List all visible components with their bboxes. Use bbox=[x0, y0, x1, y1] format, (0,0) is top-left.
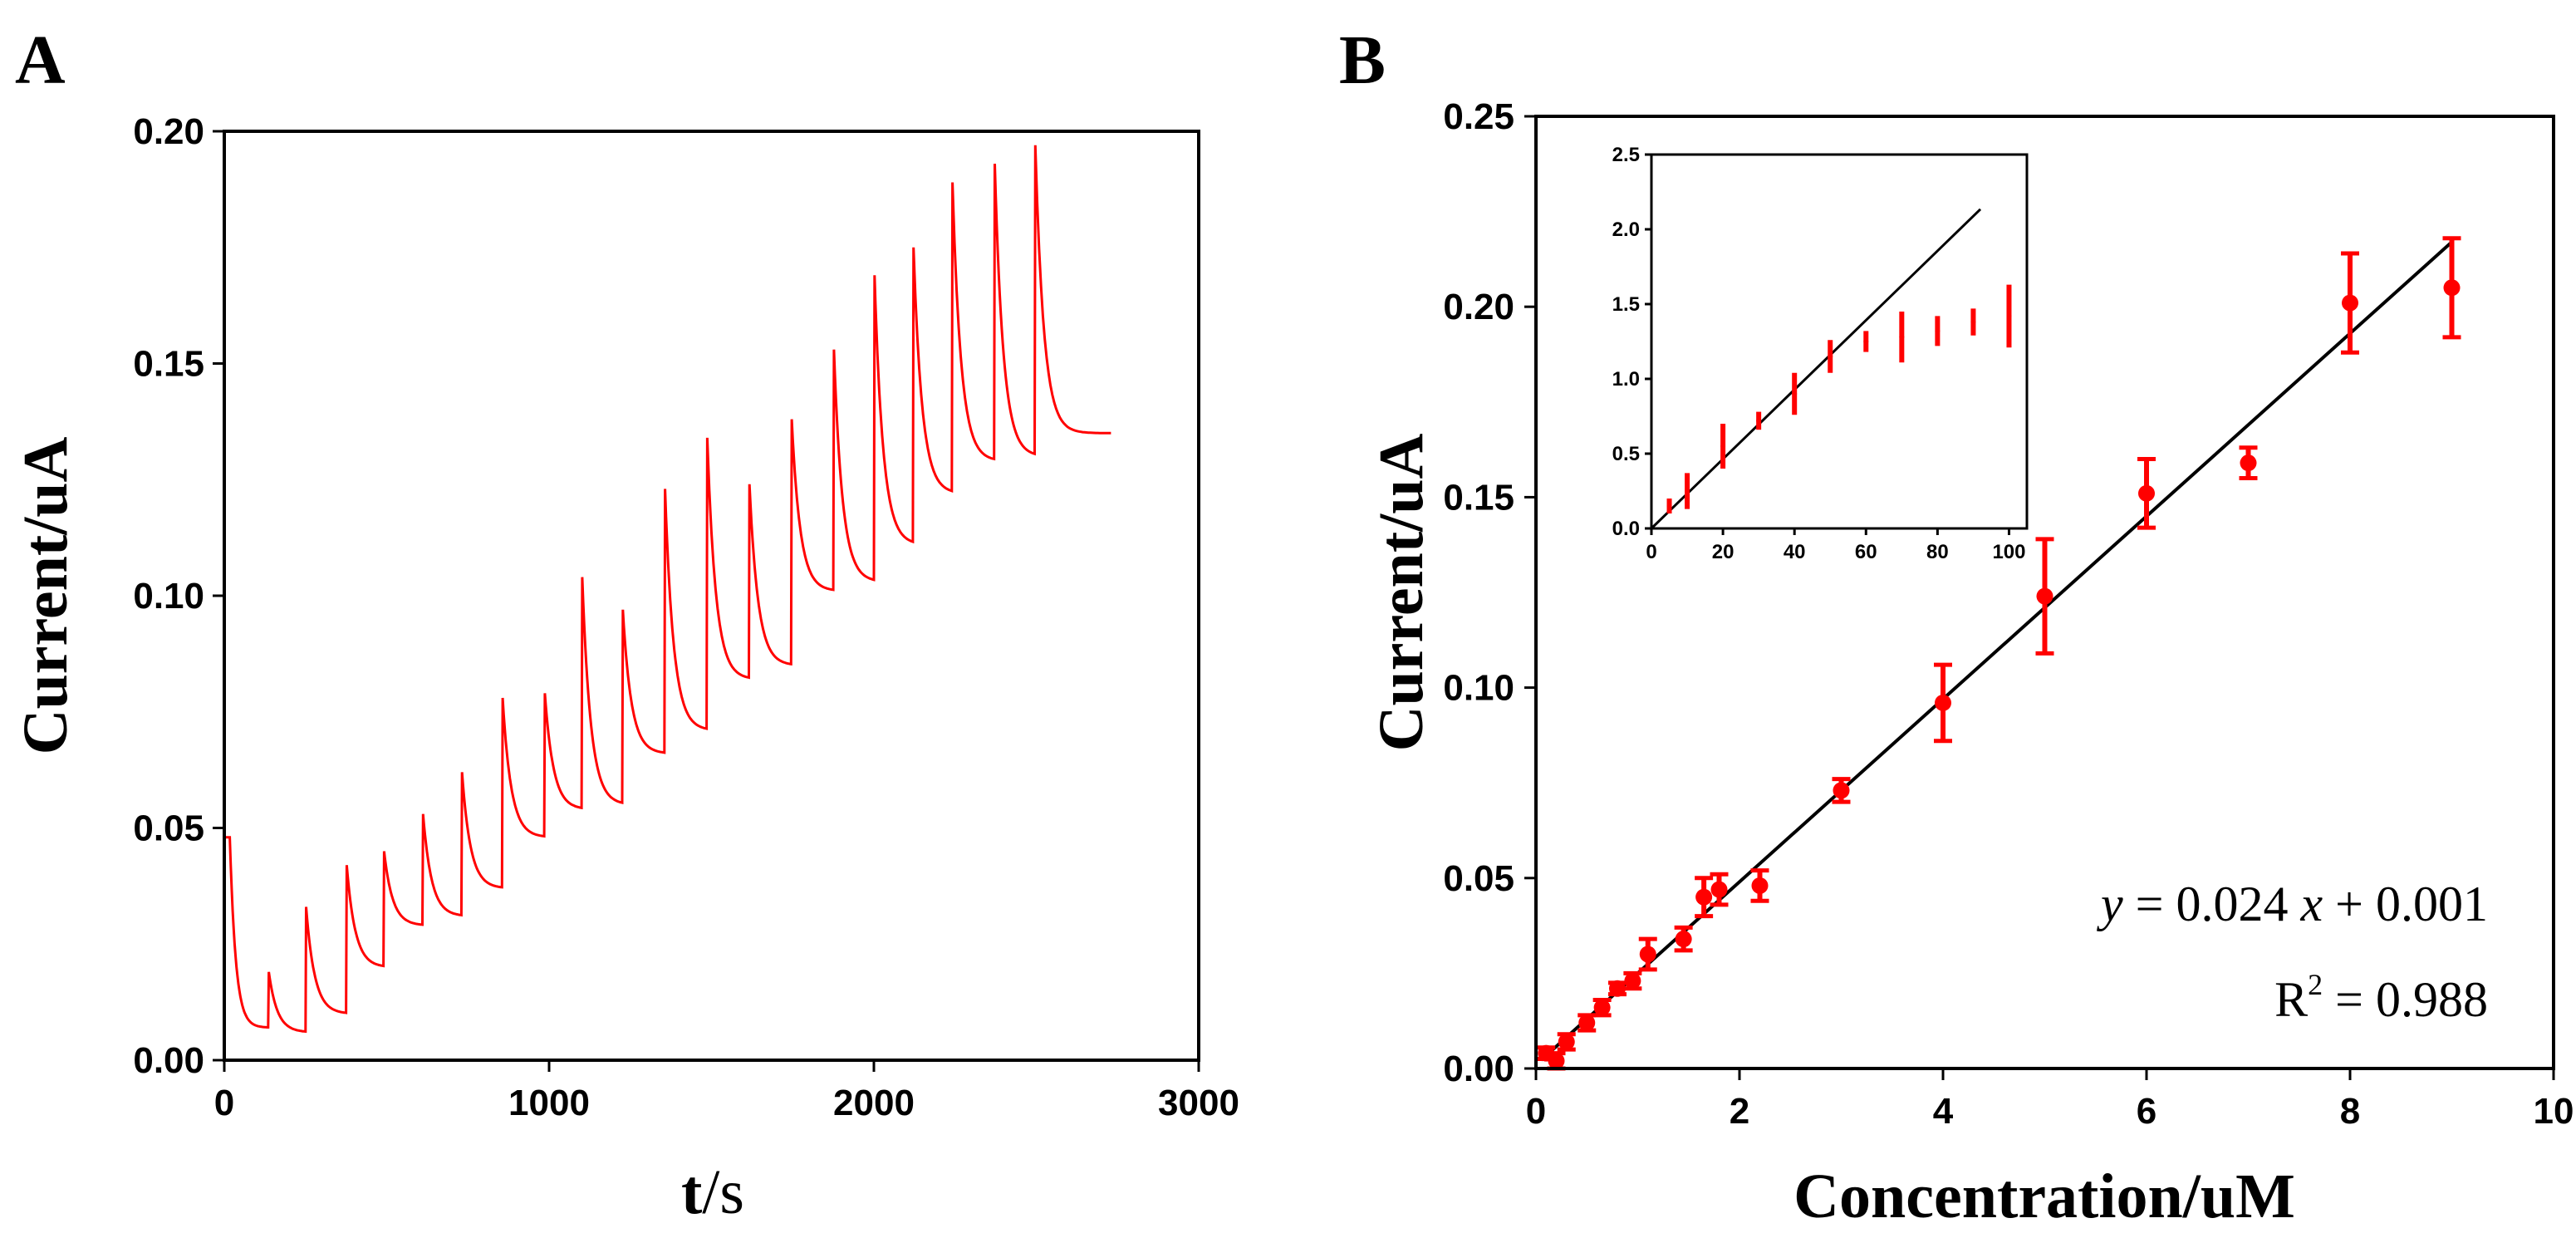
panel-a-y-ticks: 0.00 0.05 0.10 0.15 0.20 bbox=[133, 111, 224, 1081]
panel-b-label: B bbox=[1339, 22, 1386, 99]
panel-a-plot-frame bbox=[223, 130, 1200, 1062]
panel-b-plot-frame bbox=[1534, 115, 2555, 1070]
panel-b-data-point bbox=[2138, 484, 2155, 502]
panel-a-y-tick-label: 0.15 bbox=[133, 344, 204, 385]
panel-b-data-points bbox=[1537, 236, 2461, 1071]
panel-b-data-point bbox=[1710, 881, 1728, 898]
panel-b-y-tick-label: 0.10 bbox=[1443, 668, 1514, 709]
panel-b-data-point bbox=[1935, 694, 1951, 711]
panel-b-data-point bbox=[1548, 1052, 1565, 1069]
eq-y-var: y bbox=[2096, 877, 2123, 931]
panel-a-x-axis-unit: /s bbox=[702, 1157, 744, 1227]
panel-a-current-trace bbox=[224, 145, 1111, 1034]
panel-b-y-tick-label: 0.05 bbox=[1443, 858, 1514, 899]
inset-x-tick-label: 80 bbox=[1926, 541, 1949, 563]
panel-b-data-point bbox=[1639, 946, 1656, 963]
inset-y-ticks: 0.0 0.5 1.0 1.5 2.0 2.5 bbox=[1612, 144, 1651, 540]
inset-x-tick-label: 40 bbox=[1784, 541, 1806, 563]
eq-x-var: x bbox=[2300, 877, 2323, 931]
inset-y-tick-label: 1.0 bbox=[1612, 368, 1640, 391]
panel-a-x-tick-label: 1000 bbox=[508, 1083, 590, 1123]
panel-b-x-tick-label: 8 bbox=[2340, 1091, 2360, 1132]
panel-b-y-tick-label: 0.15 bbox=[1443, 477, 1514, 518]
inset-data-points bbox=[1666, 284, 2012, 513]
inset-data-point bbox=[1792, 391, 1798, 396]
inset-y-tick-label: 0.0 bbox=[1612, 518, 1640, 540]
panel-b-data-point bbox=[2240, 454, 2257, 472]
inset-y-tick-label: 2.5 bbox=[1612, 144, 1640, 166]
inset-plot-frame bbox=[1650, 153, 2029, 530]
inset-x-tick-label: 20 bbox=[1712, 541, 1735, 563]
inset-data-point bbox=[1685, 489, 1690, 494]
r-exponent: 2 bbox=[2308, 968, 2323, 1001]
panel-b-y-tick-label: 0.20 bbox=[1443, 287, 1514, 327]
inset-x-tick-label: 0 bbox=[1646, 541, 1656, 563]
panel-a-x-tick-label: 3000 bbox=[1158, 1083, 1239, 1123]
inset-data-point bbox=[1935, 328, 1941, 334]
inset-data-point bbox=[1970, 319, 1976, 325]
panel-b-data-point bbox=[1833, 782, 1850, 799]
panel-a-x-tick-label: 0 bbox=[214, 1083, 234, 1123]
panel-a: A 0 1000 2000 3000 0.00 0.05 0.10 0.15 0.20 Cur… bbox=[11, 22, 1239, 1227]
inset-data-point bbox=[1863, 339, 1869, 344]
inset-x-tick-label: 100 bbox=[1992, 541, 2025, 563]
panel-b-data-point bbox=[2342, 294, 2358, 312]
panel-a-x-axis-label: t/s bbox=[681, 1157, 744, 1227]
inset-x-tick-label: 60 bbox=[1855, 541, 1877, 563]
panel-b-x-ticks: 0 2 4 6 8 10 bbox=[1526, 1068, 2574, 1132]
panel-b-data-point bbox=[2036, 587, 2053, 605]
panel-b-x-tick-label: 10 bbox=[2534, 1091, 2574, 1132]
panel-a-x-tick-label: 2000 bbox=[833, 1083, 915, 1123]
inset-data-point bbox=[1756, 418, 1762, 424]
panel-a-y-tick-label: 0.20 bbox=[133, 111, 204, 152]
panel-b-data-point bbox=[2443, 279, 2461, 297]
inset-data-point bbox=[1666, 504, 1672, 508]
panel-a-y-axis-label: Current/uA bbox=[11, 436, 81, 754]
inset-x-ticks: 0 20 40 60 80 100 bbox=[1646, 528, 2025, 563]
panel-b-data-point bbox=[1578, 1014, 1596, 1031]
eq-slope: = 0.024 bbox=[2123, 877, 2301, 931]
inset-chart: 0 20 40 60 80 100 0.0 0.5 1.0 1.5 2.0 2.5 bbox=[1612, 144, 2029, 563]
panel-a-y-tick-label: 0.05 bbox=[133, 808, 204, 849]
panel-b-x-tick-label: 0 bbox=[1526, 1091, 1546, 1132]
panel-a-y-tick-label: 0.00 bbox=[133, 1040, 204, 1081]
panel-b-data-point bbox=[1695, 888, 1713, 906]
inset-y-tick-label: 0.5 bbox=[1612, 443, 1640, 465]
panel-b-data-point bbox=[1751, 877, 1769, 894]
inset-data-point bbox=[1720, 444, 1726, 449]
r-value: = 0.988 bbox=[2323, 972, 2488, 1027]
panel-b-y-axis-label: Current/uA bbox=[1367, 433, 1436, 751]
panel-a-x-axis-var: t bbox=[681, 1157, 702, 1227]
panel-b: B 0 2 4 6 8 10 0.000.050.100.150.200.25 Curre… bbox=[1339, 22, 2574, 1231]
panel-b-y-tick-label: 0.25 bbox=[1443, 96, 1514, 137]
panel-b-x-tick-label: 4 bbox=[1933, 1091, 1954, 1132]
inset-data-point bbox=[1828, 354, 1833, 359]
panel-b-data-point bbox=[1624, 972, 1641, 990]
panel-b-y-tick-label: 0.00 bbox=[1443, 1049, 1514, 1089]
panel-b-x-tick-label: 2 bbox=[1730, 1091, 1749, 1132]
regression-equation: y = 0.024 x + 0.001 bbox=[2096, 877, 2488, 931]
panel-b-data-point bbox=[1675, 931, 1692, 948]
inset-fit-line bbox=[1650, 208, 1982, 530]
eq-intercept: + 0.001 bbox=[2323, 877, 2488, 931]
inset-y-tick-label: 1.5 bbox=[1612, 293, 1640, 316]
panel-b-data-point bbox=[1609, 980, 1626, 997]
panel-a-label: A bbox=[15, 22, 66, 99]
r-symbol: R bbox=[2274, 972, 2308, 1027]
panel-b-data-point bbox=[1593, 999, 1611, 1016]
panel-a-y-tick-label: 0.10 bbox=[133, 576, 204, 616]
inset-data-point bbox=[1899, 334, 1905, 340]
panel-b-y-ticks: 0.00 0.05 0.10 0.15 0.20 0.25 bbox=[1443, 96, 1536, 1089]
panel-b-data-point bbox=[1558, 1033, 1575, 1050]
panel-b-x-tick-label: 6 bbox=[2137, 1091, 2156, 1132]
panel-b-fit-line bbox=[1539, 240, 2453, 1062]
r-squared: R2 = 0.988 bbox=[2274, 968, 2488, 1027]
inset-y-tick-label: 2.0 bbox=[1612, 219, 1640, 241]
panel-b-x-axis-label: Concentration/uM bbox=[1793, 1162, 2295, 1231]
panel-a-x-ticks: 0 1000 2000 3000 bbox=[214, 1060, 1239, 1123]
inset-data-point bbox=[2006, 313, 2012, 319]
